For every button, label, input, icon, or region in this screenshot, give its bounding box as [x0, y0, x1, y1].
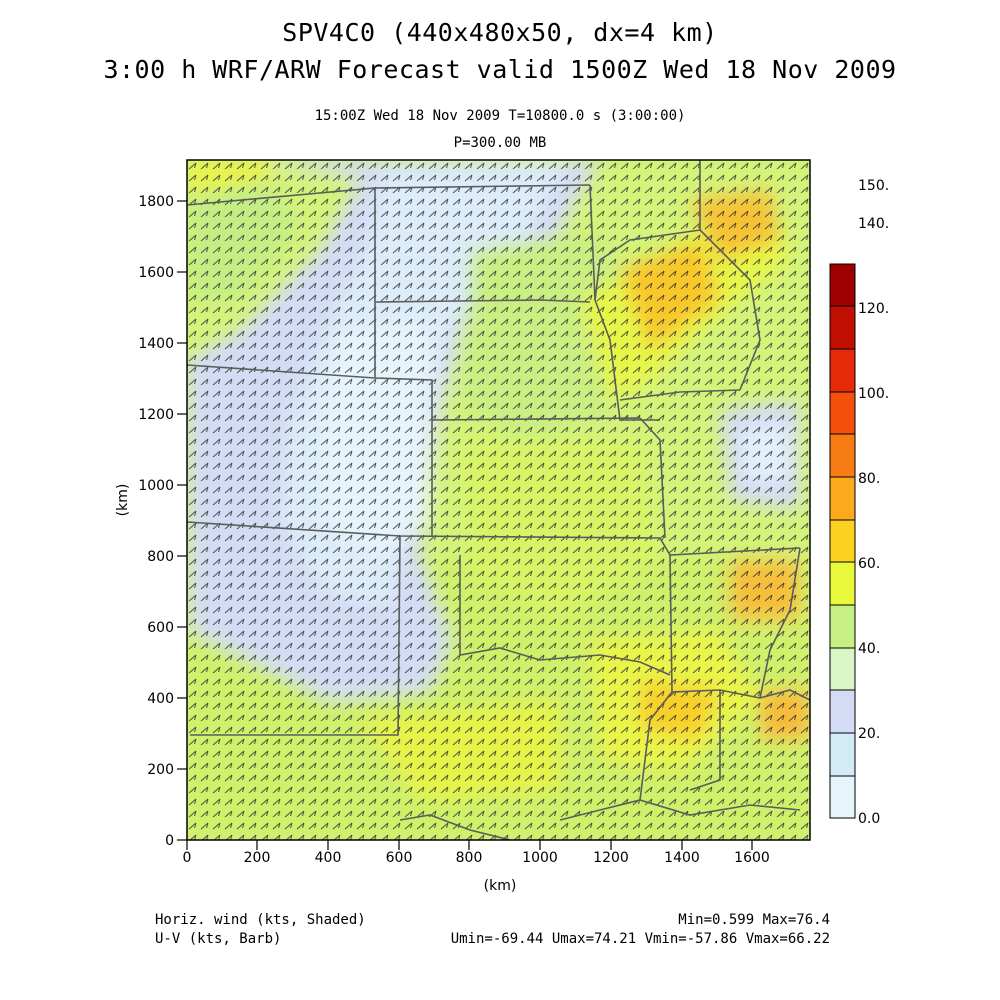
colorbar-label: 100.	[858, 386, 889, 402]
colorbar-label: 20.	[858, 726, 880, 742]
x-axis-title: (km)	[484, 878, 517, 894]
y-axis-title: (km)	[115, 484, 131, 517]
y-tick-label: 400	[147, 691, 174, 707]
y-tick-label: 800	[147, 549, 174, 565]
x-tick-label: 600	[386, 850, 413, 866]
colorbar-swatch	[829, 604, 856, 649]
x-tick-label: 1200	[593, 850, 629, 866]
x-tick-label: 1600	[734, 850, 770, 866]
y-tick-label: 1600	[138, 265, 174, 281]
colorbar-swatch	[829, 732, 856, 777]
colorbar-swatch	[829, 348, 856, 393]
colorbar-swatch	[829, 647, 856, 691]
axis-ticks	[177, 200, 753, 850]
colorbar-label: 140.	[858, 216, 889, 232]
x-tick-label: 200	[244, 850, 271, 866]
colorbar-swatch	[829, 263, 856, 307]
footer-shading-description: Horiz. wind (kts, Shaded)	[155, 912, 366, 928]
colorbar-label: 0.0	[858, 811, 880, 827]
colorbar-swatch	[829, 391, 856, 435]
colorbar-swatch	[829, 519, 856, 563]
colorbar-swatch	[829, 476, 856, 521]
x-tick-label: 1400	[664, 850, 700, 866]
pressure-level-subtitle: P=300.00 MB	[453, 135, 547, 151]
y-tick-label: 1400	[138, 336, 174, 352]
colorbar-label: 60.	[858, 556, 880, 572]
colorbar-swatch	[829, 561, 856, 606]
footer-component-stats: Umin=-69.44 Umax=74.21 Vmin=-57.86 Vmax=…	[450, 931, 830, 947]
colorbar-label: 150.	[858, 178, 889, 194]
colorbar-swatch	[829, 689, 856, 734]
x-tick-label: 800	[456, 850, 483, 866]
colorbar-swatch	[829, 775, 856, 819]
y-tick-label: 600	[147, 620, 174, 636]
map-frame	[186, 159, 811, 841]
y-tick-label: 1800	[138, 194, 174, 210]
footer-min-max: Min=0.599 Max=76.4	[678, 912, 830, 928]
y-tick-label: 0	[165, 833, 174, 849]
valid-time-subtitle: 15:00Z Wed 18 Nov 2009 T=10800.0 s (3:00…	[314, 108, 686, 124]
state-boundaries	[187, 160, 810, 840]
x-tick-label: 0	[183, 850, 192, 866]
x-tick-label: 400	[315, 850, 342, 866]
x-tick-label: 1000	[522, 850, 558, 866]
colorbar-swatch	[829, 433, 856, 478]
y-tick-label: 1000	[138, 478, 174, 494]
colorbar-label: 40.	[858, 641, 880, 657]
colorbar: 0.0 20. 40. 60. 80. 100. 120. 140. 150.	[829, 178, 889, 827]
colorbar-label: 80.	[858, 471, 880, 487]
y-tick-label: 1200	[138, 407, 174, 423]
colorbar-swatch	[829, 305, 856, 350]
plot-title-line-2: 3:00 h WRF/ARW Forecast valid 1500Z Wed …	[103, 55, 897, 84]
colorbar-label: 120.	[858, 301, 889, 317]
footer-barb-description: U-V (kts, Barb)	[155, 931, 282, 947]
y-tick-label: 200	[147, 762, 174, 778]
wind-barbs-overlay	[187, 160, 810, 840]
plot-title-line-1: SPV4C0 (440x480x50, dx=4 km)	[282, 18, 718, 47]
